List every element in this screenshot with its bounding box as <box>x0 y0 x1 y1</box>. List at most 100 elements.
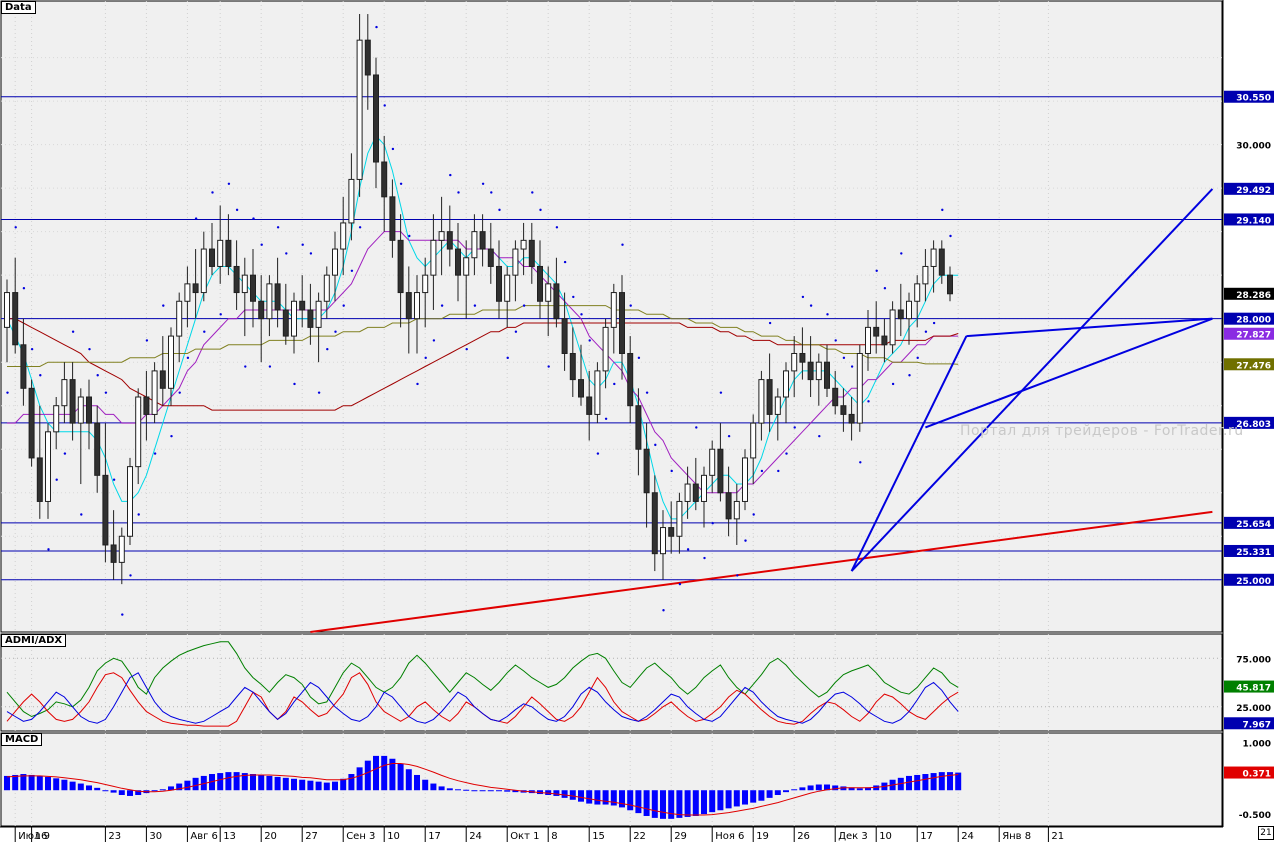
date-tick-label: 17 <box>920 831 933 842</box>
sar-dot <box>621 243 624 246</box>
date-tick-label: 21 <box>1051 831 1064 842</box>
date-tick-label: Авг 6 <box>190 831 218 842</box>
macd-bar <box>118 790 125 795</box>
price-label-bg <box>1224 312 1274 325</box>
candle <box>512 240 519 302</box>
candle-body <box>578 379 584 398</box>
macd-bar <box>389 758 396 791</box>
candle-body <box>12 292 19 346</box>
moving-average-maroon <box>7 318 959 411</box>
sar-dot <box>875 269 878 273</box>
candle <box>856 344 863 432</box>
candle-body <box>840 405 847 415</box>
macd-bar <box>77 783 84 791</box>
date-tick-label: 16 <box>35 831 48 842</box>
price-label-bg <box>1224 358 1274 371</box>
macd-bar <box>127 790 133 796</box>
corner-button[interactable]: 21 <box>1258 826 1274 840</box>
candle <box>840 388 847 432</box>
macd-bar <box>36 775 43 791</box>
sar-dot <box>801 295 805 299</box>
macd-bar <box>282 777 289 791</box>
macd-bar <box>947 772 953 791</box>
date-tick-label: 24 <box>469 831 482 842</box>
candle-body <box>889 309 896 346</box>
candle-body <box>602 326 609 372</box>
moving-average-olive <box>7 305 959 367</box>
macd-tick-label: -0.500 <box>1239 811 1271 821</box>
sar-dot <box>6 391 9 394</box>
price-label: 27.476 <box>1236 361 1271 371</box>
candle <box>824 344 830 398</box>
channel-line <box>850 335 968 572</box>
macd-bar <box>799 787 806 791</box>
candle <box>127 457 133 545</box>
sar-dot <box>654 443 657 447</box>
candle-body <box>446 231 453 250</box>
macd-bar <box>733 790 740 807</box>
price-label-bg <box>1224 90 1274 103</box>
candle-body <box>569 352 576 381</box>
candle-body <box>332 248 338 276</box>
macd-bar <box>512 790 519 793</box>
sar-dot <box>514 330 518 333</box>
sar-dot <box>522 304 526 307</box>
candle <box>143 370 150 441</box>
adx-value-label: 7.967 <box>1243 720 1271 730</box>
candle-body <box>77 396 84 424</box>
macd-bar <box>643 790 650 816</box>
candle-body <box>766 379 773 415</box>
candle <box>643 423 650 528</box>
macd-bar <box>405 769 412 791</box>
macd-bar <box>471 790 478 792</box>
macd-signal-line <box>6 763 959 816</box>
candle <box>922 249 929 302</box>
price-label-bg <box>1224 327 1274 340</box>
candle-body <box>184 283 191 302</box>
candle-body <box>209 248 215 267</box>
date-tick-label: 24 <box>961 831 974 842</box>
date-tick-label: Сен 3 <box>346 831 375 842</box>
candle-body <box>643 448 650 494</box>
sar-dot <box>317 391 321 394</box>
adx-series-blue <box>6 672 959 724</box>
macd-tick-label: 1.000 <box>1243 740 1271 750</box>
candle <box>799 327 806 380</box>
macd-bar <box>586 790 593 804</box>
macd-bar <box>914 774 921 791</box>
candle <box>414 275 420 354</box>
sar-dot <box>276 226 280 229</box>
candle <box>430 214 437 310</box>
candle-body <box>733 500 740 520</box>
candle-body <box>668 527 675 537</box>
sar-dot <box>309 252 313 255</box>
price-label: 28.286 <box>1236 291 1271 301</box>
candle-body <box>783 370 789 398</box>
candle-body <box>487 248 494 267</box>
sar-dot <box>580 313 583 316</box>
macd-bar <box>930 773 937 791</box>
candle-body <box>118 535 125 563</box>
price-label: 25.654 <box>1236 520 1271 530</box>
candle-body <box>758 379 765 424</box>
candle-body <box>381 161 388 198</box>
sar-dot <box>71 330 75 333</box>
adx-value-label-bg <box>1224 680 1274 693</box>
candle <box>750 414 757 485</box>
macd-bar <box>422 779 429 791</box>
date-tick-label: 22 <box>633 831 646 842</box>
candle <box>356 14 363 197</box>
candle <box>520 222 527 276</box>
sar-dot <box>481 182 485 185</box>
macd-bar <box>791 789 798 791</box>
candle <box>487 222 494 284</box>
panel-macd-bg <box>0 732 1223 827</box>
macd-bar <box>938 772 945 791</box>
candle <box>561 292 568 371</box>
candle-body <box>127 466 133 537</box>
candle-body <box>69 379 76 424</box>
candle <box>332 231 338 302</box>
candle-body <box>701 474 707 502</box>
sar-dot <box>531 191 534 194</box>
candle <box>569 327 576 398</box>
